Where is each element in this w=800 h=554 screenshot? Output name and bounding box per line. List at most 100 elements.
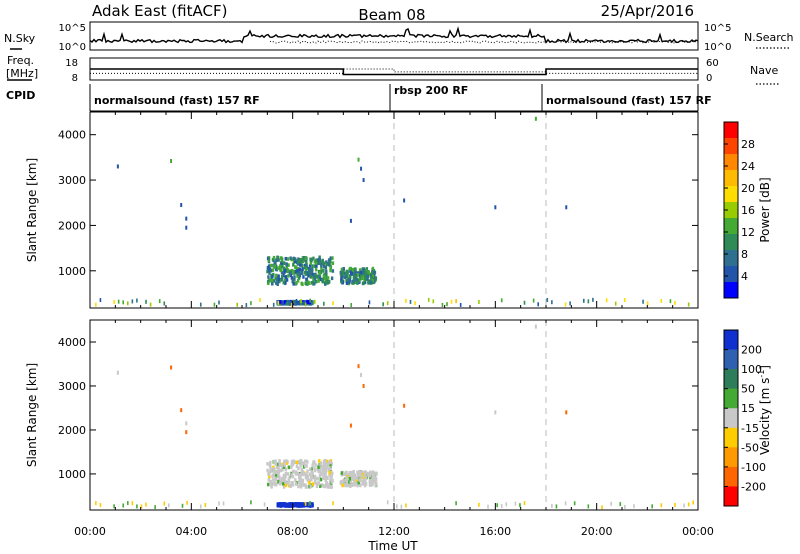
echo-point [309, 302, 313, 306]
echo-point [329, 475, 332, 480]
echo-point [327, 258, 331, 262]
echo-point [329, 268, 332, 273]
cpid-segment-3: normalsound (fast) 157 RF [546, 94, 712, 107]
echo-point [267, 281, 270, 285]
echo-point [283, 503, 287, 508]
echo-point [318, 257, 321, 262]
echo-point [180, 203, 183, 208]
echo-point [163, 301, 166, 306]
echo-point [348, 277, 352, 281]
echo-point [263, 502, 266, 507]
colorbar-tick-label: 100 [741, 363, 762, 376]
echo-point [592, 297, 594, 302]
colorbar-segment [724, 234, 738, 251]
echo-point [505, 502, 508, 507]
echo-point [362, 281, 365, 286]
echo-point [299, 502, 302, 507]
echo-point [126, 501, 129, 506]
echo-point [551, 300, 553, 305]
echo-point [277, 277, 281, 282]
echo-point [266, 269, 269, 274]
velocity-y-axis-label: Slant Range [km] [25, 363, 39, 467]
echo-point [368, 300, 371, 305]
echo-point [278, 264, 282, 269]
echo-point [268, 264, 271, 268]
beam-title: Beam 08 [358, 6, 425, 24]
echo-point [297, 257, 300, 262]
echo-point [519, 503, 521, 508]
echo-point [367, 270, 370, 275]
echo-point [349, 479, 352, 484]
echo-point [319, 259, 322, 264]
echo-point [306, 469, 309, 473]
echo-point [272, 255, 276, 260]
echo-point [361, 479, 364, 484]
echo-point [310, 280, 314, 285]
colorbar-tick-label: 15 [741, 402, 755, 415]
echo-point [313, 474, 317, 479]
echo-point [359, 273, 363, 278]
echo-point [326, 281, 329, 285]
echo-point [308, 484, 311, 489]
echo-point [358, 478, 361, 482]
echo-point [131, 299, 134, 304]
echo-point [324, 474, 327, 479]
echo-point [349, 271, 353, 276]
echo-point [269, 263, 273, 268]
echo-point [532, 298, 535, 303]
echo-point [281, 467, 284, 472]
x-tick-label: 12:00 [378, 525, 410, 538]
echo-point [329, 479, 332, 483]
echo-point [292, 256, 296, 261]
echo-point [494, 410, 497, 415]
echo-point [273, 260, 276, 265]
echo-point [283, 300, 287, 304]
echo-point [674, 300, 676, 305]
echo-point [310, 477, 313, 482]
y-tick-label: 2000 [58, 219, 86, 232]
echo-point [185, 216, 188, 221]
echo-point [348, 476, 352, 481]
echo-point [372, 475, 375, 480]
nave-label: Nave [750, 64, 778, 77]
colorbar-frame [723, 329, 739, 507]
echo-point [348, 480, 351, 484]
echo-point [317, 279, 320, 283]
echo-point [340, 279, 343, 284]
echo-point [368, 272, 372, 277]
echo-point [324, 282, 327, 286]
n-search-series [269, 40, 699, 44]
echo-point [268, 463, 272, 467]
echo-point [348, 280, 351, 284]
echo-point [308, 266, 312, 271]
echo-point [441, 302, 444, 307]
nave-tick-low: 0 [706, 73, 712, 84]
echo-point [301, 256, 305, 260]
echo-point [293, 503, 297, 507]
echo-point [99, 298, 102, 303]
echo-point [279, 468, 283, 473]
echo-point [277, 300, 280, 305]
echo-point [660, 298, 663, 303]
echo-point [282, 261, 286, 265]
echo-point [302, 483, 306, 487]
freq-tick-low: 8 [72, 73, 78, 84]
echo-point [624, 504, 626, 509]
echo-point [279, 300, 282, 304]
echo-point [269, 467, 272, 472]
echo-point [267, 256, 271, 260]
echo-point [284, 474, 287, 479]
echo-point [362, 178, 365, 183]
echo-point [371, 278, 374, 283]
echo-point [280, 502, 284, 506]
echo-point [185, 225, 188, 230]
echo-point [311, 471, 314, 476]
echo-point [116, 164, 119, 169]
echo-point [140, 504, 143, 509]
echo-point [321, 279, 325, 284]
echo-point [266, 462, 269, 466]
echo-point [281, 465, 284, 470]
echo-point [295, 298, 298, 303]
echo-point [199, 504, 202, 509]
echo-point [279, 262, 283, 267]
